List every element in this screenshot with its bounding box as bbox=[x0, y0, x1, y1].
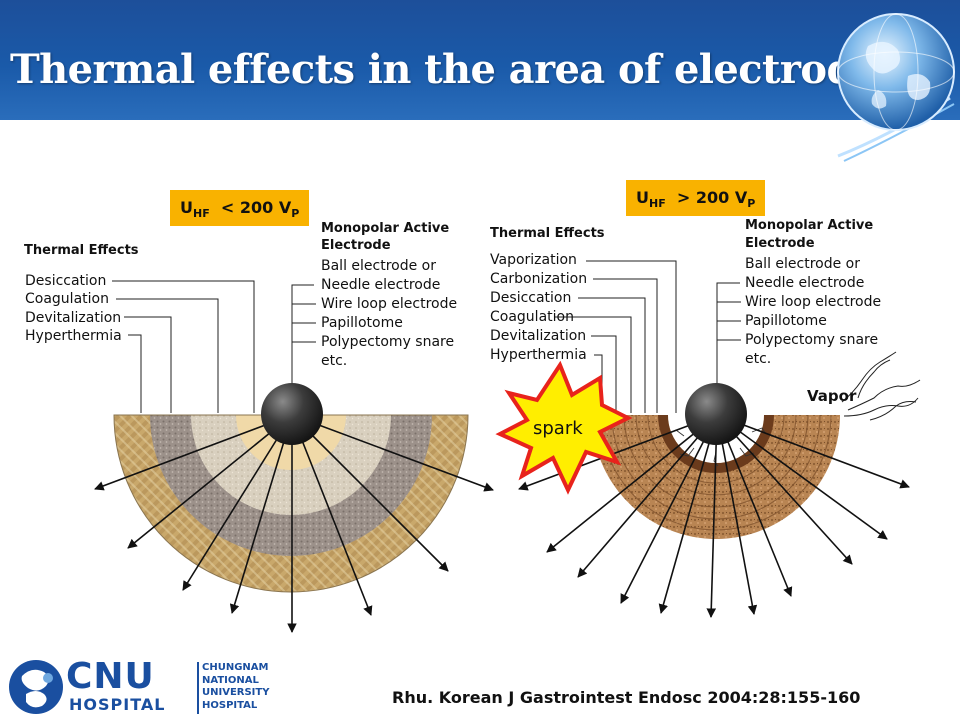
left-electrode-item: etc. bbox=[321, 353, 348, 369]
right-electrode-item: Polypectomy snare bbox=[745, 332, 879, 348]
left-tissue-zones bbox=[113, 414, 469, 593]
left-thermal-item: Coagulation bbox=[25, 291, 109, 307]
left-electrode-item: Papillotome bbox=[321, 315, 403, 331]
right-zone-outer bbox=[592, 415, 840, 539]
right-thermal-heading: Thermal Effects bbox=[490, 226, 605, 241]
logo-line: NATIONAL bbox=[202, 674, 259, 686]
right-electrode-heading-line2: Electrode bbox=[745, 236, 815, 251]
logo-institution-name: CHUNGNAM NATIONAL UNIVERSITY HOSPITAL bbox=[202, 662, 269, 712]
right-thermal-item: Devitalization bbox=[490, 328, 587, 344]
left-electrode-item: Polypectomy snare bbox=[321, 334, 455, 350]
right-thermal-item: Coagulation bbox=[490, 309, 574, 325]
left-electrode-item: Needle electrode bbox=[321, 277, 441, 293]
right-electrode-item: Papillotome bbox=[745, 313, 827, 329]
citation-text: Rhu. Korean J Gastrointest Endosc 2004:2… bbox=[392, 688, 861, 707]
logo-cnu-text: CNU bbox=[66, 656, 155, 697]
right-electrode-item: etc. bbox=[745, 351, 772, 367]
left-electrode-heading-line1: Monopolar Active bbox=[321, 221, 450, 236]
right-electrode-item: Wire loop electrode bbox=[745, 294, 882, 310]
left-thermal-item: Hyperthermia bbox=[25, 328, 122, 344]
logo-line: HOSPITAL bbox=[202, 699, 258, 711]
left-electrode-ball bbox=[261, 383, 323, 445]
right-electrode-item: Needle electrode bbox=[745, 275, 865, 291]
right-thermal-item: Desiccation bbox=[490, 290, 572, 306]
vapor-smoke-lines bbox=[841, 351, 921, 421]
vapor-label: Vapor bbox=[807, 387, 857, 405]
right-zone-vapor bbox=[668, 415, 764, 463]
left-electrode-leaders bbox=[291, 284, 316, 384]
right-vapor-cracks bbox=[669, 427, 767, 467]
right-zone-carbon bbox=[658, 415, 774, 473]
right-electrode-ball bbox=[685, 383, 747, 445]
left-thermal-item: Devitalization bbox=[25, 310, 122, 326]
left-electrode-heading-line2: Electrode bbox=[321, 238, 391, 253]
left-zone-outer bbox=[113, 414, 469, 593]
left-thermal-item: Desiccation bbox=[25, 273, 107, 289]
left-thermal-leaders bbox=[112, 280, 255, 413]
globe-icon bbox=[837, 13, 955, 162]
right-electrode-heading-line1: Monopolar Active bbox=[745, 218, 874, 233]
left-field-arrows bbox=[94, 414, 494, 633]
right-thermal-item: Hyperthermia bbox=[490, 347, 587, 363]
logo-line: CHUNGNAM bbox=[202, 662, 269, 673]
logo-hospital-text: HOSPITAL bbox=[69, 695, 166, 714]
slide-title: Thermal effects in the area of electrode bbox=[10, 46, 879, 93]
spark-label: spark bbox=[533, 418, 583, 439]
right-voltage-label: UHF > 200 VP bbox=[626, 180, 766, 216]
right-thermal-item: Carbonization bbox=[490, 271, 588, 287]
left-zone-sand bbox=[191, 415, 391, 515]
cnu-logo-icon bbox=[9, 660, 199, 714]
right-tissue-zones bbox=[592, 414, 840, 539]
right-field-arrows bbox=[518, 414, 910, 618]
logo-line: UNIVERSITY bbox=[202, 687, 270, 698]
left-electrode-item: Ball electrode or bbox=[321, 258, 437, 274]
left-thermal-heading: Thermal Effects bbox=[24, 243, 139, 258]
left-electrode-item: Wire loop electrode bbox=[321, 296, 458, 312]
title-bar bbox=[0, 0, 960, 120]
left-voltage-label: UHF < 200 VP bbox=[170, 190, 310, 226]
left-zone-granite bbox=[150, 415, 432, 556]
right-thermal-item: Vaporization bbox=[490, 252, 577, 268]
right-electrode-leaders bbox=[716, 282, 741, 384]
left-zone-inner bbox=[236, 415, 346, 470]
right-electrode-item: Ball electrode or bbox=[745, 256, 861, 272]
